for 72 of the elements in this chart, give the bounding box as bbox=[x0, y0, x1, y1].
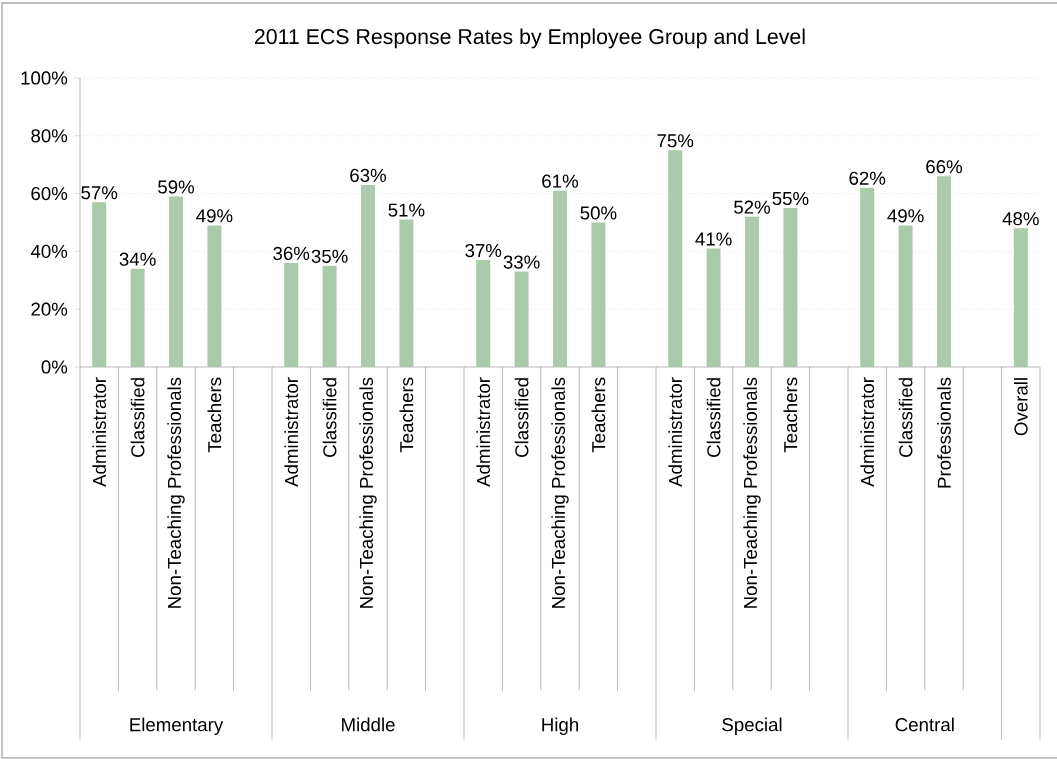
y-tick-label: 100% bbox=[21, 71, 68, 85]
x-tick-label: Professionals bbox=[937, 377, 951, 488]
data-label: 75% bbox=[657, 134, 694, 148]
data-label: 55% bbox=[772, 191, 809, 206]
bar bbox=[130, 268, 145, 367]
bar bbox=[706, 248, 721, 367]
data-label: 50% bbox=[580, 206, 617, 220]
bar bbox=[937, 176, 951, 367]
bar bbox=[591, 222, 606, 367]
data-label: 57% bbox=[81, 186, 118, 200]
x-tick-label: Teachers bbox=[399, 377, 414, 453]
bar bbox=[898, 225, 913, 367]
bar bbox=[745, 216, 759, 367]
text: Special bbox=[722, 717, 782, 735]
y-tick-label: 20% bbox=[31, 302, 68, 316]
bar bbox=[322, 265, 337, 367]
bar bbox=[553, 190, 567, 367]
x-tick-label: Classified bbox=[898, 378, 913, 457]
bar bbox=[668, 150, 683, 367]
bar bbox=[284, 262, 299, 367]
x-tick-label: Non-Teaching Professionals bbox=[551, 377, 569, 608]
data-label: 66% bbox=[926, 160, 963, 174]
bar bbox=[514, 271, 529, 367]
x-tick-label: Non-Teaching Professionals bbox=[167, 377, 185, 608]
data-label: 49% bbox=[196, 209, 233, 223]
text: Elementary bbox=[130, 717, 224, 735]
text: Central bbox=[895, 717, 954, 732]
x-tick-label: Non-Teaching Professionals bbox=[743, 377, 761, 608]
data-label: 36% bbox=[273, 246, 310, 261]
bar bbox=[860, 187, 875, 367]
x-tick-label: Classified bbox=[706, 378, 721, 457]
y-tick-label: 60% bbox=[31, 186, 68, 201]
bar bbox=[476, 260, 491, 367]
data-label: 35% bbox=[311, 249, 348, 263]
text: High bbox=[542, 717, 578, 735]
data-label: 33% bbox=[503, 255, 540, 269]
data-label: 63% bbox=[350, 168, 387, 182]
y-tick-label: 80% bbox=[31, 129, 68, 143]
bar bbox=[92, 202, 107, 367]
data-label: 41% bbox=[695, 232, 732, 246]
x-tick-label: Administrator bbox=[860, 377, 875, 487]
data-label: 48% bbox=[1002, 212, 1039, 226]
bar bbox=[399, 219, 414, 367]
x-tick-label: Non-Teaching Professionals bbox=[359, 377, 377, 608]
x-tick-label: Classified bbox=[514, 378, 529, 457]
data-label: 51% bbox=[388, 203, 425, 217]
text: Middle bbox=[342, 717, 395, 732]
x-tick-label: Administrator bbox=[92, 377, 107, 487]
chart-title: 2011 ECS Response Rates by Employee Group and Level bbox=[254, 28, 805, 49]
data-label: 62% bbox=[849, 171, 886, 185]
data-label: 34% bbox=[119, 252, 156, 266]
x-tick-label: Teachers bbox=[591, 377, 606, 453]
x-tick-label: Teachers bbox=[783, 377, 798, 453]
x-tick-label: Overall bbox=[1013, 378, 1028, 436]
data-label: 61% bbox=[542, 174, 579, 188]
data-label: 59% bbox=[158, 180, 195, 194]
y-tick-label: 0% bbox=[41, 360, 68, 374]
data-label: 52% bbox=[734, 200, 771, 214]
x-tick-label: Administrator bbox=[284, 377, 299, 487]
bar bbox=[207, 225, 222, 367]
x-tick-label: Administrator bbox=[668, 377, 683, 487]
x-tick-label: Administrator bbox=[476, 377, 491, 487]
x-tick-label: Classified bbox=[130, 378, 145, 457]
bar bbox=[169, 196, 184, 367]
x-tick-label: Teachers bbox=[207, 377, 222, 453]
bar bbox=[361, 184, 376, 367]
bar bbox=[1013, 228, 1028, 367]
y-tick-label: 40% bbox=[30, 244, 68, 258]
data-label: 49% bbox=[887, 209, 924, 223]
bar bbox=[783, 208, 798, 367]
x-tick-label: Classified bbox=[322, 378, 337, 457]
data-label: 37% bbox=[465, 243, 502, 258]
